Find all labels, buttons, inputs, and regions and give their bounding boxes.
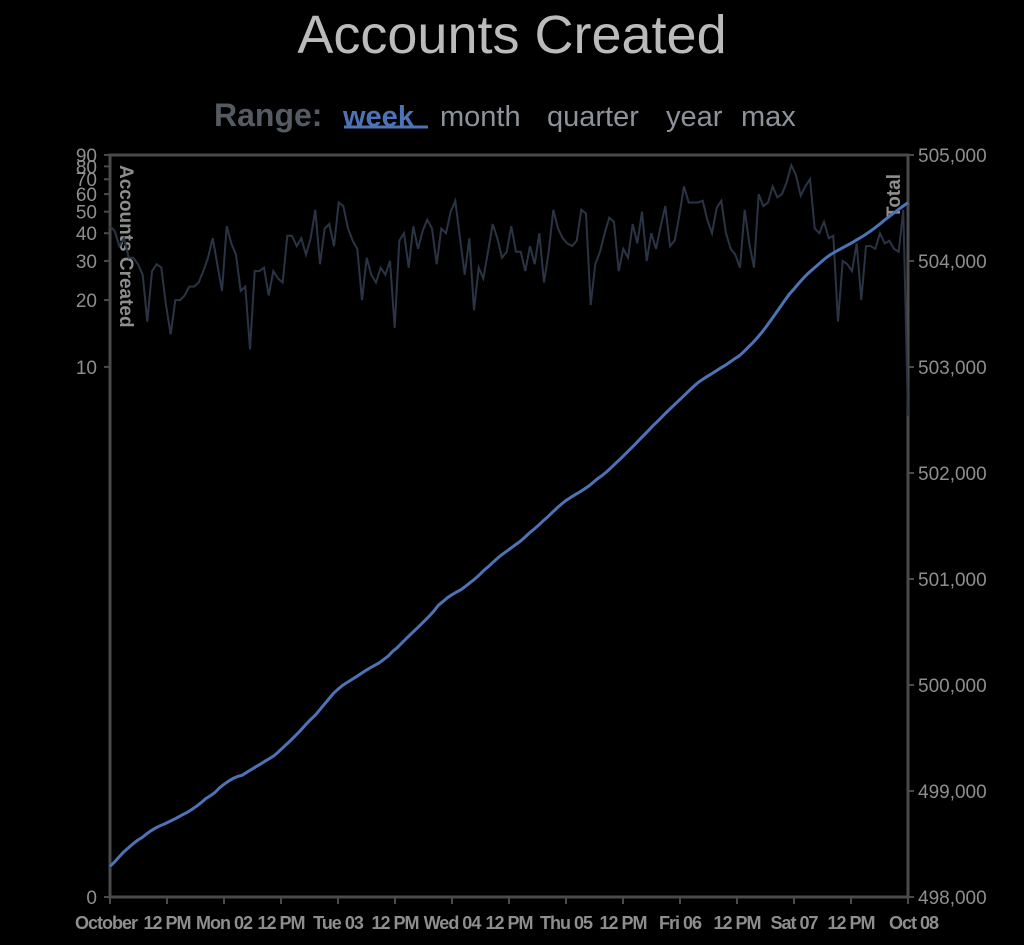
- right-axis: 498,000 499,000 500,000 501,000 502,000 503,0…: [908, 146, 987, 909]
- x-tick-label: Mon 02: [196, 913, 253, 933]
- total-series-line: [108, 201, 909, 868]
- plot-frame: [108, 153, 910, 899]
- range-option-max[interactable]: max: [741, 101, 796, 133]
- x-tick-label: Oct 08: [889, 913, 939, 933]
- left-tick-label: 90: [76, 146, 97, 167]
- x-axis: October 12 PM Mon 02 12 PM Tue 03 12 PM Wed 04…: [75, 897, 940, 933]
- x-tick-label: 12 PM: [599, 913, 646, 933]
- left-tick-label: 80: [76, 157, 97, 178]
- x-tick-label: 12 PM: [485, 913, 532, 933]
- range-option-quarter[interactable]: quarter: [547, 101, 639, 133]
- right-tick-label: 504,000: [918, 252, 987, 273]
- right-tick-label: 505,000: [918, 146, 987, 167]
- x-tick-label: Fri 06: [659, 913, 702, 933]
- accounts-created-series-line: [109, 162, 909, 417]
- right-tick-label: 502,000: [918, 464, 987, 485]
- left-tick-label: 0: [86, 888, 97, 909]
- x-tick-label: Thu 05: [540, 913, 593, 933]
- chart-title: Accounts Created: [297, 5, 726, 65]
- x-tick-label: Tue 03: [313, 913, 364, 933]
- x-tick-label: Sat 07: [770, 913, 818, 933]
- x-tick-label: Wed 04: [424, 913, 482, 933]
- range-selector: Range: week month quarter year max: [214, 97, 796, 133]
- right-tick-label: 499,000: [918, 782, 987, 803]
- left-tick-label: 30: [76, 252, 97, 273]
- right-tick-label: 503,000: [918, 358, 987, 379]
- x-tick-label: 12 PM: [143, 913, 190, 933]
- range-option-month[interactable]: month: [440, 101, 521, 133]
- x-tick-label: 12 PM: [713, 913, 760, 933]
- right-tick-label: 500,000: [918, 676, 987, 697]
- left-tick-label: 10: [76, 358, 97, 379]
- x-tick-label: October: [75, 913, 138, 933]
- right-tick-label: 498,000: [918, 888, 987, 909]
- left-tick-label: 60: [76, 185, 97, 206]
- range-option-year[interactable]: year: [666, 101, 723, 133]
- x-tick-label: 12 PM: [827, 913, 874, 933]
- x-tick-label: 12 PM: [371, 913, 418, 933]
- left-tick-label: 40: [76, 224, 97, 245]
- left-tick-label: 50: [76, 203, 97, 224]
- left-tick-label: 20: [76, 291, 97, 312]
- range-label: Range:: [214, 97, 322, 133]
- x-tick-label: 12 PM: [257, 913, 304, 933]
- right-tick-label: 501,000: [918, 570, 987, 591]
- left-tick-label: 70: [76, 170, 97, 191]
